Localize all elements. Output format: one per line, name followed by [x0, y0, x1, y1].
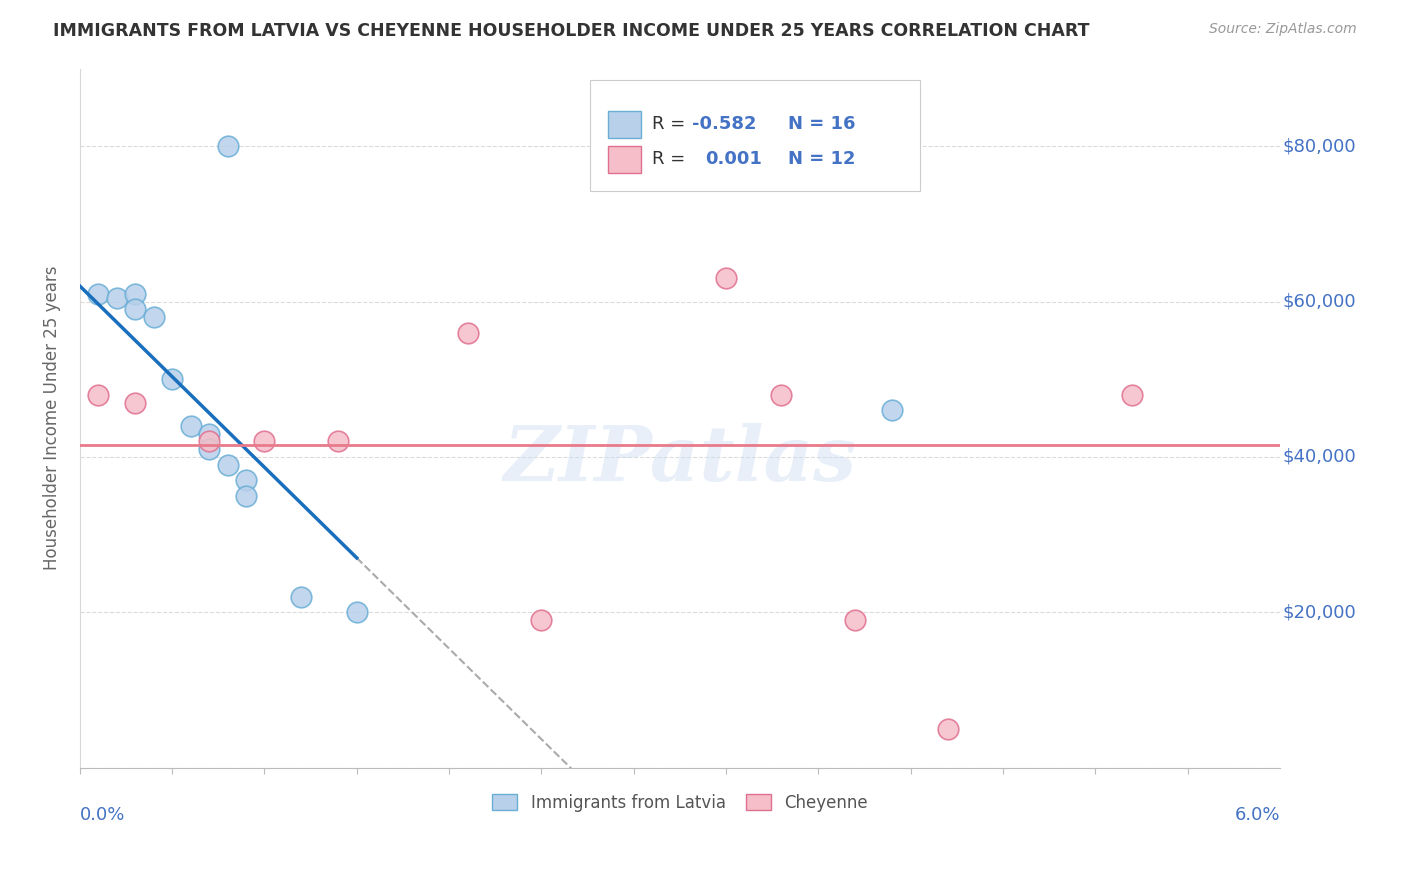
Text: $60,000: $60,000	[1282, 293, 1355, 310]
Point	[882, 403, 904, 417]
Point	[87, 388, 110, 402]
Point	[936, 722, 959, 736]
Point	[124, 286, 146, 301]
Text: R =: R =	[652, 115, 692, 134]
Point	[87, 286, 110, 301]
Point	[235, 473, 257, 487]
Point	[290, 590, 312, 604]
Point	[124, 302, 146, 317]
Point	[714, 271, 737, 285]
FancyBboxPatch shape	[591, 80, 920, 191]
Text: -0.582: -0.582	[692, 115, 756, 134]
Point	[253, 434, 276, 449]
Point	[844, 613, 866, 627]
Point	[457, 326, 479, 340]
Legend: Immigrants from Latvia, Cheyenne: Immigrants from Latvia, Cheyenne	[485, 788, 875, 819]
Point	[180, 418, 202, 433]
Text: R =: R =	[652, 151, 697, 169]
Text: Source: ZipAtlas.com: Source: ZipAtlas.com	[1209, 22, 1357, 37]
Point	[198, 434, 221, 449]
Text: $40,000: $40,000	[1282, 448, 1355, 466]
Point	[198, 442, 221, 457]
Point	[105, 291, 128, 305]
Text: N = 12: N = 12	[787, 151, 855, 169]
Text: ZIPatlas: ZIPatlas	[503, 423, 856, 497]
Point	[770, 388, 793, 402]
Point	[142, 310, 165, 325]
Point	[217, 139, 239, 153]
Text: $20,000: $20,000	[1282, 603, 1355, 622]
Text: N = 16: N = 16	[787, 115, 855, 134]
Point	[160, 372, 183, 386]
Text: IMMIGRANTS FROM LATVIA VS CHEYENNE HOUSEHOLDER INCOME UNDER 25 YEARS CORRELATION: IMMIGRANTS FROM LATVIA VS CHEYENNE HOUSE…	[53, 22, 1090, 40]
Point	[235, 489, 257, 503]
Text: $80,000: $80,000	[1282, 137, 1355, 155]
Text: 0.0%: 0.0%	[80, 806, 125, 824]
FancyBboxPatch shape	[607, 146, 641, 173]
Point	[530, 613, 553, 627]
Point	[198, 426, 221, 441]
Point	[124, 395, 146, 409]
Point	[328, 434, 350, 449]
Point	[346, 605, 368, 619]
Text: 6.0%: 6.0%	[1234, 806, 1279, 824]
Point	[217, 458, 239, 472]
Point	[1121, 388, 1143, 402]
Text: 0.001: 0.001	[704, 151, 762, 169]
Y-axis label: Householder Income Under 25 years: Householder Income Under 25 years	[44, 266, 60, 570]
FancyBboxPatch shape	[607, 112, 641, 137]
